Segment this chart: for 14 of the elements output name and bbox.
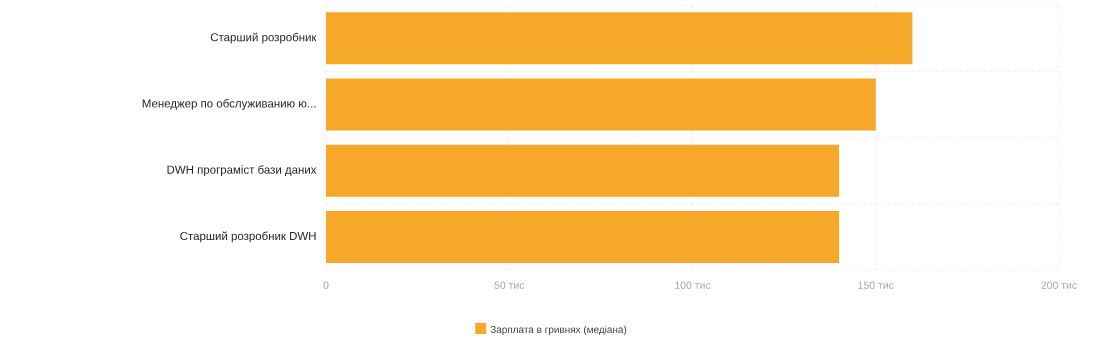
x-tick-label: 100 тис <box>675 281 711 289</box>
y-tick-label: DWH програміст бази даних <box>167 165 317 177</box>
legend-label: Зарплата в гривнях (медіана) <box>490 325 627 336</box>
bar <box>326 12 913 65</box>
x-tick-label: 50 тис <box>494 281 525 289</box>
y-tick-label: Старший розробник DWH <box>180 231 316 243</box>
bar <box>326 210 840 263</box>
bar <box>326 78 876 131</box>
y-tick-label: Старший розробник <box>210 32 317 44</box>
bar <box>326 144 840 197</box>
x-tick-label: 150 тис <box>858 281 894 289</box>
y-tick-label: Менеджер по обслуживанию ю... <box>142 98 316 110</box>
x-tick-label: 0 <box>323 281 329 289</box>
x-tick-label: 200 тис <box>1041 281 1077 289</box>
